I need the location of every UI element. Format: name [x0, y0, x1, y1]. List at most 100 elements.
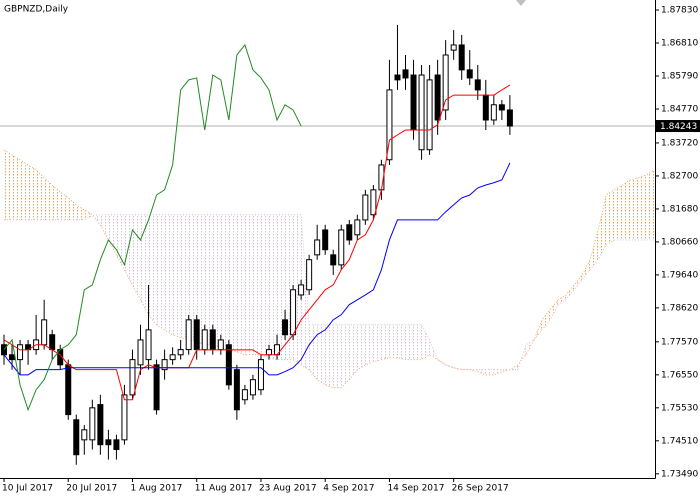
candle-body — [217, 339, 224, 351]
candle-body — [426, 79, 433, 151]
cloud-segment — [36, 169, 45, 220]
candle-body — [73, 419, 80, 456]
cloud-segment — [582, 259, 591, 280]
cloud-segment — [204, 214, 213, 345]
cloud-segment — [614, 184, 623, 240]
candle-body — [201, 329, 208, 351]
candle-body — [97, 404, 104, 446]
candle-body — [354, 219, 361, 236]
x-tick-label: 20 Jul 2017 — [66, 484, 117, 494]
candle-body — [338, 229, 345, 266]
candle-body — [498, 104, 505, 111]
cloud-segment — [598, 195, 607, 260]
y-tick-label: 1.79640 — [661, 270, 698, 280]
cloud-segment — [405, 324, 414, 360]
cloud-segment — [44, 177, 53, 220]
x-tick-label: 26 Sep 2017 — [452, 484, 509, 494]
candle-body — [482, 94, 489, 121]
shift-marker — [516, 0, 526, 6]
candle-body — [89, 407, 96, 441]
cloud-segment — [244, 214, 253, 355]
cloud-segment — [180, 214, 189, 340]
candle-body — [121, 394, 128, 441]
y-tick-label: 1.76550 — [661, 370, 698, 380]
cloud-segment — [301, 214, 310, 370]
candle-body — [1, 344, 7, 356]
candle-body — [314, 239, 321, 256]
cloud-segment — [60, 191, 69, 220]
x-tick-label: 1 Aug 2017 — [130, 484, 182, 494]
span-b-line — [4, 214, 655, 371]
cloud-segment — [373, 324, 382, 362]
cloud-segment — [558, 294, 567, 305]
candle-body — [466, 69, 473, 79]
y-tick-label: 1.85790 — [661, 72, 698, 82]
cloud-segment — [196, 214, 205, 345]
cloud-segment — [92, 214, 101, 225]
cloud-segment — [172, 214, 181, 338]
cloud-segment — [357, 324, 366, 370]
indicator-line — [3, 43, 302, 412]
candle-body — [249, 379, 256, 396]
cloud-segment — [333, 324, 342, 388]
cloud-segment — [132, 214, 141, 300]
candle-body — [209, 329, 216, 351]
indicator-line — [3, 162, 511, 376]
candle-body — [49, 334, 56, 351]
cloud-segment — [108, 214, 117, 255]
cloud-segment — [116, 214, 125, 270]
candle-body — [41, 319, 48, 346]
chart-title: GBPNZD,Daily — [4, 5, 69, 15]
cloud-segment — [252, 214, 261, 355]
cloud-segment — [630, 177, 639, 240]
indicator-line — [3, 84, 511, 401]
cloud-segment — [317, 324, 326, 385]
candle-body — [129, 359, 136, 396]
cloud-segment — [28, 164, 37, 220]
y-tick-label: 1.86810 — [661, 39, 698, 49]
candle-body — [185, 319, 192, 351]
cloud-segment — [228, 214, 237, 352]
candle-body — [225, 344, 232, 386]
candle-body — [434, 74, 441, 121]
candle-body — [322, 229, 329, 251]
cloud-segment — [285, 214, 294, 360]
cloud-segment — [268, 214, 278, 360]
candle-body — [17, 344, 24, 361]
cloud-segment — [493, 369, 502, 375]
candle-body — [442, 54, 449, 111]
cloud-segment — [325, 324, 334, 388]
cloud-segment — [277, 214, 286, 360]
y-tick-label: 1.77570 — [661, 337, 698, 347]
cloud-segment — [574, 274, 583, 290]
candle-body — [241, 389, 248, 401]
cloud-segment — [52, 184, 61, 220]
cloud-segment — [413, 324, 422, 360]
y-tick-label: 1.74510 — [661, 436, 698, 446]
cloud-segment — [84, 209, 93, 220]
candle-body — [450, 44, 457, 51]
candle-body — [474, 79, 481, 91]
cloud-segment — [349, 324, 358, 380]
x-tick-label: 23 Aug 2017 — [259, 484, 317, 494]
x-tick-label: 14 Sep 2017 — [387, 484, 444, 494]
candle-body — [193, 319, 200, 351]
cloud-segment — [148, 214, 157, 325]
axis-area — [0, 478, 700, 498]
cloud-segment — [164, 214, 173, 335]
cloud-segment — [188, 214, 197, 342]
cloud-segment — [542, 309, 551, 330]
cloud-segment — [236, 214, 245, 355]
x-tick-label: 10 Jul 2017 — [2, 484, 53, 494]
candle-body — [65, 364, 72, 416]
last-price-tag — [656, 120, 700, 133]
candle-body — [330, 254, 337, 266]
candle-body — [105, 439, 112, 446]
candle-body — [282, 319, 289, 336]
cloud-segment — [622, 179, 631, 240]
x-tick-label: 11 Aug 2017 — [195, 484, 253, 494]
y-tick-label: 1.78620 — [661, 303, 698, 313]
candle-body — [506, 109, 513, 127]
candle-body — [298, 284, 305, 296]
cloud-segment — [590, 229, 599, 270]
